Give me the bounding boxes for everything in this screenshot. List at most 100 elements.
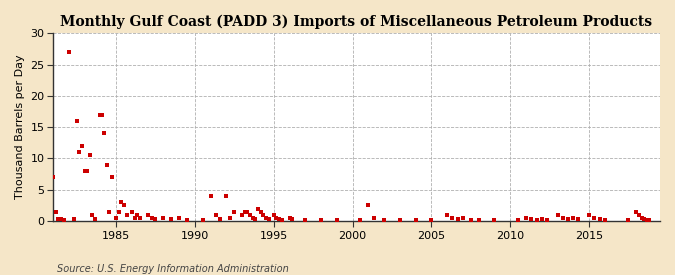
Point [631,210,642,214]
Point [558,216,568,220]
Point [101,163,112,167]
Point [537,217,547,221]
Point [104,210,115,214]
Point [205,194,216,198]
Point [589,216,599,220]
Point [72,119,82,123]
Point [82,169,92,173]
Point [247,216,258,220]
Point [96,112,107,117]
Point [552,213,563,217]
Point [255,210,266,214]
Point [76,144,87,148]
Point [244,213,255,217]
Point [252,206,263,211]
Point [146,216,157,220]
Point [636,216,647,220]
Point [158,216,169,220]
Point [79,169,90,173]
Point [568,216,578,220]
Point [465,218,476,222]
Point [271,216,282,220]
Point [441,213,452,217]
Point [237,213,248,217]
Point [639,217,649,221]
Point [240,210,250,214]
Point [215,216,225,221]
Point [261,216,271,220]
Point [489,218,500,222]
Point [531,218,542,222]
Point [113,210,124,214]
Point [331,218,342,222]
Point [526,217,537,221]
Point [452,217,463,221]
Point [84,153,95,158]
Point [513,218,524,222]
Point [584,213,595,217]
Point [573,217,584,221]
Point [90,216,101,221]
Point [197,218,208,222]
Point [142,213,153,217]
Point [473,218,484,222]
Point [300,218,310,222]
Point [225,216,236,220]
Title: Monthly Gulf Coast (PADD 3) Imports of Miscellaneous Petroleum Products: Monthly Gulf Coast (PADD 3) Imports of M… [61,15,653,29]
Point [111,216,122,220]
Point [211,213,221,217]
Point [55,217,66,221]
Text: Source: U.S. Energy Information Administration: Source: U.S. Energy Information Administ… [57,264,289,274]
Point [316,218,327,222]
Point [426,218,437,222]
Point [379,218,389,222]
Point [126,210,137,214]
Point [269,213,279,217]
Point [166,217,177,221]
Point [447,216,458,220]
Point [69,217,80,221]
Point [623,218,634,222]
Point [284,216,295,220]
Point [563,217,574,221]
Point [276,218,287,222]
Point [258,213,269,217]
Point [287,217,298,221]
Point [116,200,127,204]
Point [107,175,117,179]
Point [63,50,74,54]
Point [229,210,240,214]
Y-axis label: Thousand Barrels per Day: Thousand Barrels per Day [15,55,25,199]
Point [644,218,655,222]
Point [53,216,63,221]
Point [634,213,645,217]
Point [410,218,421,222]
Point [541,218,552,222]
Point [150,217,161,221]
Point [173,216,184,220]
Point [641,218,652,222]
Point [182,218,192,222]
Point [594,217,605,221]
Point [129,216,140,220]
Point [263,217,274,221]
Point [394,218,405,222]
Point [520,216,531,220]
Point [250,217,261,221]
Point [134,216,145,220]
Point [74,150,85,154]
Point [48,175,59,179]
Point [458,216,468,220]
Point [242,210,253,214]
Point [87,213,98,217]
Point [122,213,132,217]
Point [119,203,130,208]
Point [363,203,374,208]
Point [355,218,366,222]
Point [599,218,610,222]
Point [273,217,284,221]
Point [132,213,142,217]
Point [51,210,61,214]
Point [368,216,379,220]
Point [58,218,69,222]
